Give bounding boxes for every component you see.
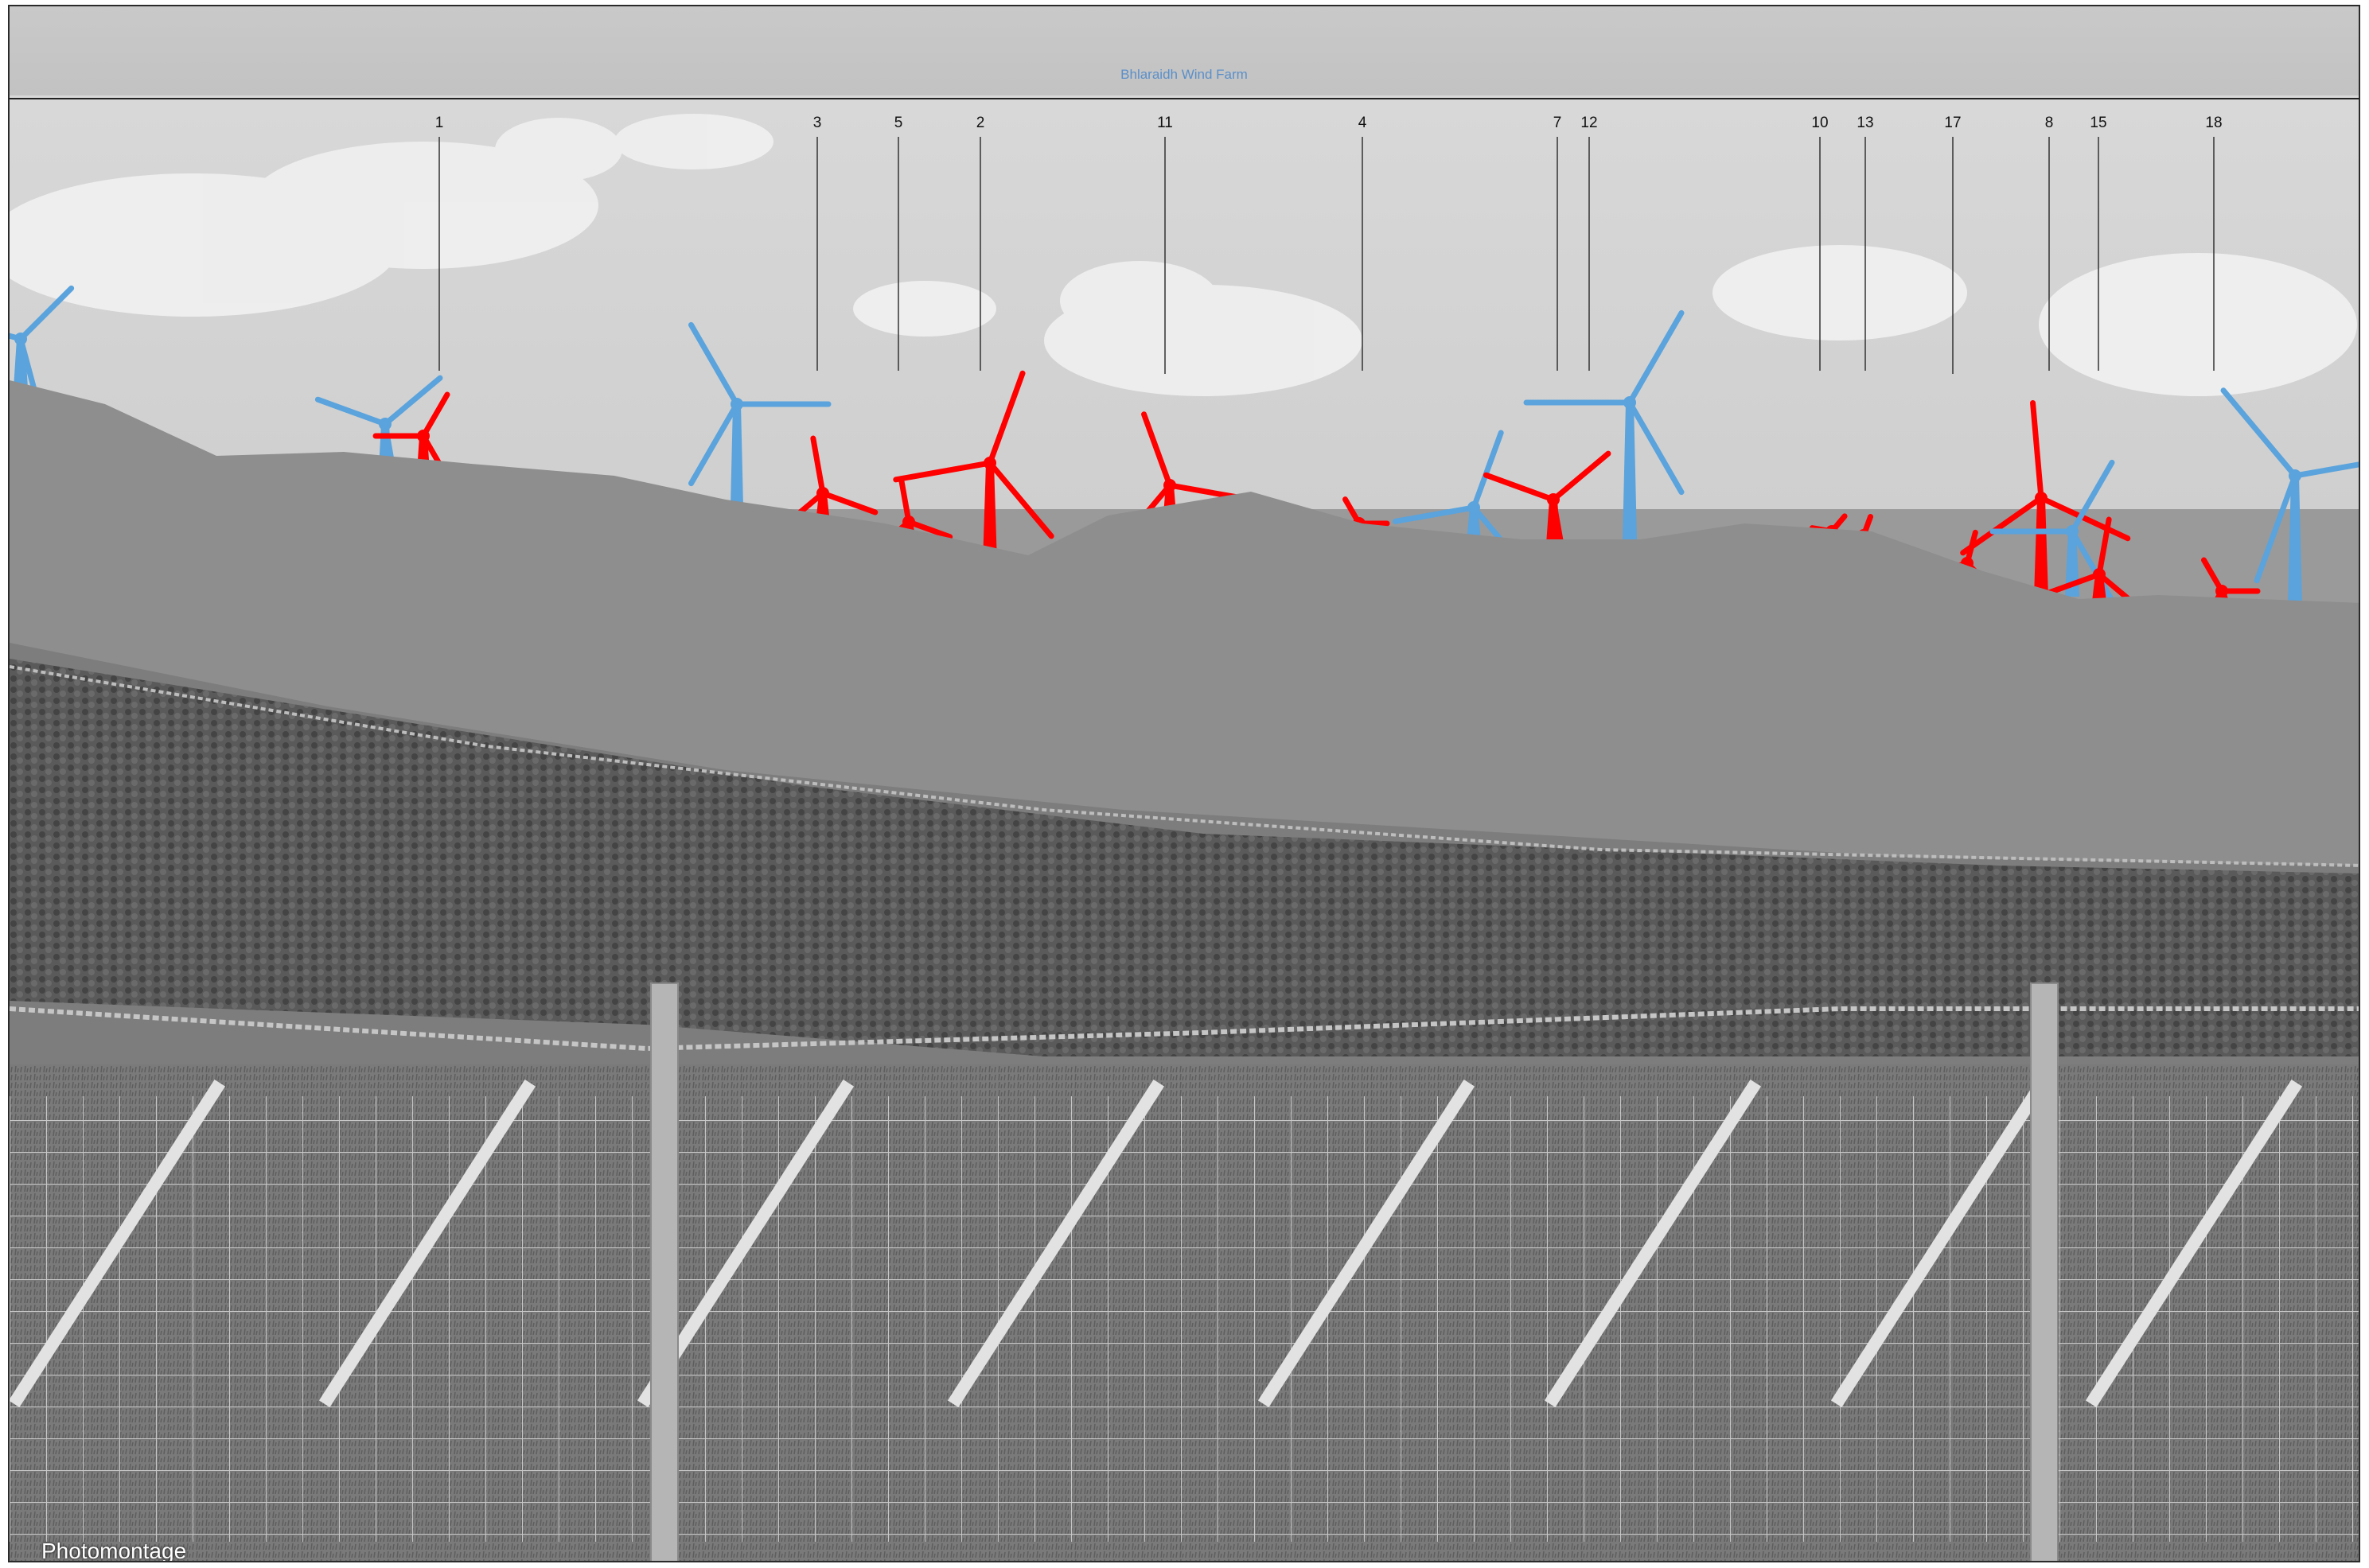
fence-strut (1544, 1079, 1762, 1408)
distant-fence (10, 665, 2359, 867)
wind-farm-title: Bhlaraidh Wind Farm (1120, 67, 1248, 82)
fence-strut (318, 1079, 536, 1408)
turbine-marker-label: 5 (894, 115, 903, 131)
photomontage-scene: 1 3 5 2 11 4 7 12 10 13 17 8 15 18 (10, 95, 2359, 1561)
fence-strut (2085, 1079, 2303, 1408)
photomontage-caption: Photomontage (41, 1539, 187, 1562)
turbine-marker-label: 12 (1580, 115, 1597, 131)
turbine-marker-label: 3 (813, 115, 822, 131)
turbine-marker-label: 4 (1358, 115, 1367, 131)
fence-strut (1257, 1079, 1475, 1408)
fence-strut (947, 1079, 1165, 1408)
photomontage-frame: Bhlaraidh Wind Farm (8, 5, 2360, 1562)
scrub-plantation (10, 659, 2359, 1056)
turbine-marker-group: 1 3 5 2 11 4 7 12 10 13 17 8 15 18 (435, 115, 2223, 374)
fence-post-right (2030, 982, 2059, 1561)
proposed-turbine (1960, 399, 2131, 597)
turbine-marker-label: 15 (2090, 115, 2106, 131)
turbine-marker-label: 13 (1857, 115, 1873, 131)
turbine-marker-label: 8 (2045, 115, 2054, 131)
existing-turbine (1523, 309, 1685, 541)
existing-turbine (10, 285, 75, 411)
turbine-marker-label: 2 (976, 115, 985, 131)
header-band (10, 6, 2359, 97)
foreground-fence-mesh (10, 1096, 2359, 1542)
distant-fence-lower (10, 1006, 2359, 1052)
fence-strut (10, 1079, 226, 1408)
turbine-marker-label: 7 (1553, 115, 1562, 131)
fence-struts (10, 1079, 2303, 1408)
proposed-turbine (893, 370, 1054, 563)
turbine-marker-label: 10 (1811, 115, 1828, 131)
existing-turbine (2220, 387, 2359, 608)
turbine-marker-label: 11 (1157, 115, 1173, 131)
fence-post-left (650, 982, 679, 1561)
fence-strut (637, 1079, 855, 1408)
existing-turbine (1989, 459, 2115, 604)
clouds (10, 114, 2357, 396)
turbine-marker-label: 18 (2205, 115, 2222, 131)
fence-strut (1830, 1079, 2048, 1408)
turbine-marker-label: 17 (1944, 115, 1961, 131)
turbine-marker-label: 1 (435, 115, 444, 131)
